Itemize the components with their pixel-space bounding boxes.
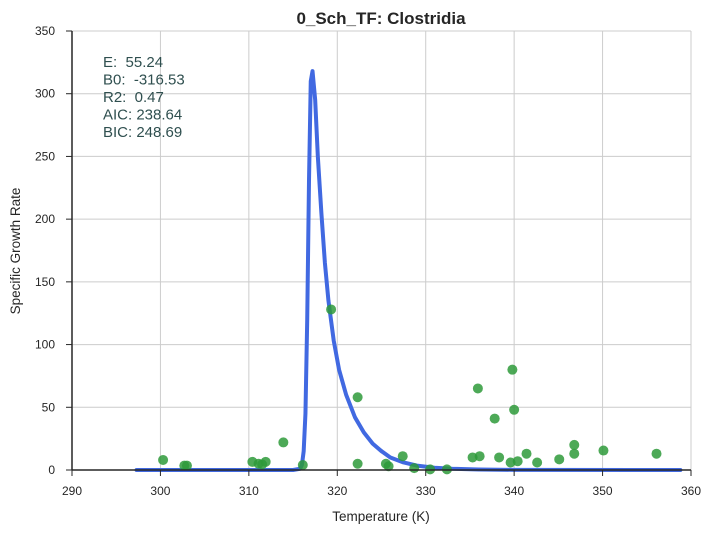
fit-curve-group [134,69,683,472]
y-tick-label-0: 0 [48,463,55,477]
data-point-30 [569,439,580,450]
fit-stat-line-4: BIC: 248.69 [103,124,182,141]
y-tick-label-5: 250 [35,149,55,163]
chart-title: 0_Sch_TF: Clostridia [296,9,466,28]
data-point-6 [260,456,271,467]
y-tick-label-4: 200 [35,212,55,226]
y-tick-label-1: 50 [42,400,56,414]
data-point-7 [278,437,289,448]
data-point-20 [474,451,485,462]
data-point-21 [489,413,500,424]
x-tick-label-3: 320 [327,484,347,498]
x-tick-label-2: 310 [239,484,259,498]
x-tick-labels: 290 300 310 320 330 340 350 360 [62,470,701,498]
data-point-0 [158,454,169,465]
x-tick-label-5: 340 [504,484,524,498]
x-tick-label-0: 290 [62,484,82,498]
fit-stat-line-0: E: 55.24 [103,54,163,71]
data-point-28 [532,457,543,468]
grid-lines [71,30,692,471]
data-point-33 [651,448,662,459]
x-tick-label-7: 360 [681,484,701,498]
data-point-24 [507,364,518,375]
y-tick-label-3: 150 [35,275,55,289]
data-point-26 [512,456,523,467]
x-tick-label-4: 330 [416,484,436,498]
data-points [158,304,662,475]
fit-curve [134,69,683,472]
x-tick-label-1: 300 [150,484,170,498]
data-point-19 [472,383,483,394]
x-tick-label-6: 350 [593,484,613,498]
data-point-22 [494,452,505,463]
fit-stat-line-3: AIC: 238.64 [103,107,182,124]
data-point-2 [181,460,192,471]
data-point-25 [509,404,520,415]
y-tick-label-7: 350 [35,24,55,38]
data-point-14 [397,451,408,462]
y-tick-label-6: 300 [35,87,55,101]
y-axis-label: Specific Growth Rate [8,188,23,315]
data-point-32 [598,445,609,456]
data-point-15 [409,463,420,474]
data-point-11 [352,458,363,469]
data-point-29 [554,454,565,465]
data-point-8 [297,459,308,470]
x-axis-label: Temperature (K) [332,509,430,524]
fit-stat-line-2: R2: 0.47 [103,89,164,106]
data-point-9 [326,304,337,315]
data-point-13 [383,461,394,472]
data-point-27 [521,448,532,459]
fit-stat-line-1: B0: -316.53 [103,72,185,89]
y-tick-label-2: 100 [35,338,55,352]
axes [71,31,691,471]
data-point-31 [569,448,580,459]
data-point-10 [352,392,363,403]
y-tick-labels: 0 50 100 150 200 250 300 350 [35,24,72,477]
